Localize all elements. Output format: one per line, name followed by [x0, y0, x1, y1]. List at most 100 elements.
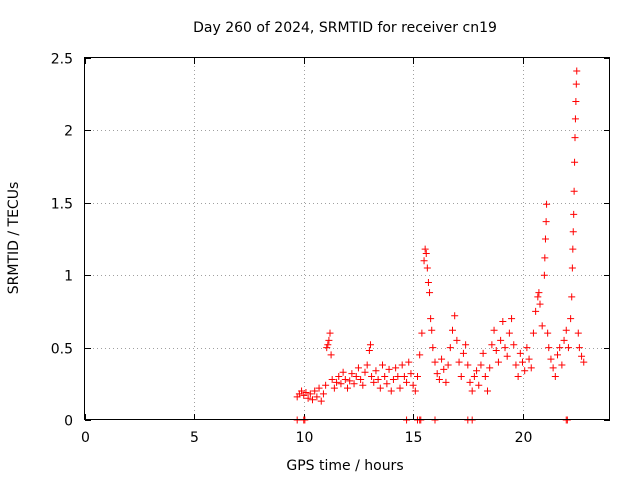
data-point [508, 315, 516, 323]
data-point [428, 326, 436, 334]
data-point [473, 367, 481, 375]
x-tick-label: 0 [81, 430, 90, 446]
data-point [426, 289, 434, 297]
data-point [529, 329, 537, 337]
data-point [335, 373, 343, 381]
data-point [405, 358, 413, 366]
y-axis-label: SRMTID / TECUs [6, 182, 22, 295]
data-point [569, 245, 577, 253]
data-point [424, 278, 432, 286]
data-point [317, 397, 325, 405]
data-point [431, 358, 439, 366]
data-point [554, 351, 561, 359]
y-tick-label: 0 [64, 414, 73, 430]
data-point [400, 373, 408, 381]
data-point [527, 364, 535, 372]
data-point [346, 377, 354, 385]
data-point [481, 373, 489, 381]
data-point [505, 329, 513, 337]
data-point [383, 380, 391, 388]
data-point [549, 364, 557, 372]
x-tick-label: 10 [296, 430, 314, 446]
data-point [521, 367, 529, 375]
data-point [374, 375, 382, 383]
data-point [326, 329, 334, 337]
data-point [376, 384, 384, 392]
data-point [348, 370, 356, 378]
data-point [309, 396, 316, 404]
data-point [514, 373, 522, 381]
data-point [519, 358, 526, 366]
data-point [580, 358, 588, 366]
data-point [407, 370, 415, 378]
data-point [352, 373, 360, 381]
data-point [525, 355, 533, 363]
data-point [387, 387, 395, 395]
data-point [344, 384, 351, 392]
data-point [510, 341, 518, 349]
data-point [459, 349, 467, 357]
data-point [411, 387, 419, 395]
data-point [479, 349, 487, 357]
data-point [571, 134, 579, 142]
y-tick-label: 2.5 [51, 52, 73, 68]
y-tick-label: 1 [64, 269, 73, 285]
data-point [572, 97, 580, 105]
data-point [435, 375, 443, 383]
data-point [558, 361, 566, 369]
grid [85, 58, 610, 420]
chart-title: Day 260 of 2024, SRMTID for receiver cn1… [193, 20, 497, 36]
data-point [440, 365, 448, 373]
data-point [370, 378, 378, 386]
data-point [503, 352, 511, 360]
data-point [379, 361, 386, 369]
x-tick-labels: 0 5 10 15 20 [81, 430, 532, 446]
data-point [423, 264, 431, 272]
plot-frame [84, 57, 610, 420]
data-point [298, 387, 306, 395]
data-point [578, 352, 586, 360]
data-point [385, 365, 393, 373]
data-point [536, 300, 544, 308]
data-point [545, 344, 553, 352]
data-point [492, 346, 500, 354]
data-points [293, 67, 588, 424]
data-point [396, 384, 404, 392]
data-point [403, 378, 411, 386]
data-point [442, 378, 450, 386]
data-point [462, 341, 470, 349]
data-point [453, 336, 461, 344]
data-point [394, 373, 402, 381]
data-point [544, 329, 552, 337]
data-point [568, 293, 576, 301]
x-tick-label: 15 [405, 430, 423, 446]
data-point [414, 373, 421, 381]
data-point [427, 315, 435, 323]
data-point [416, 351, 424, 359]
y-tick-label: 0.5 [51, 342, 73, 358]
data-point [357, 375, 365, 383]
data-point [429, 344, 437, 352]
data-point [541, 235, 549, 243]
data-point [535, 289, 543, 297]
data-point [475, 381, 483, 389]
x-axis-label: GPS time / hours [286, 458, 403, 474]
data-point [392, 364, 400, 372]
x-tick-label: 5 [190, 430, 199, 446]
data-point [363, 361, 371, 369]
data-point [418, 329, 426, 337]
data-point [381, 373, 389, 381]
data-point [449, 326, 456, 334]
data-point [501, 344, 509, 352]
data-point [322, 381, 330, 389]
data-point [470, 373, 478, 381]
data-point [422, 249, 430, 257]
data-point [571, 115, 579, 123]
data-point [337, 380, 345, 388]
data-point [327, 351, 335, 359]
data-point [551, 373, 559, 381]
data-point [350, 380, 358, 388]
data-point [368, 373, 376, 381]
data-point [486, 364, 494, 372]
